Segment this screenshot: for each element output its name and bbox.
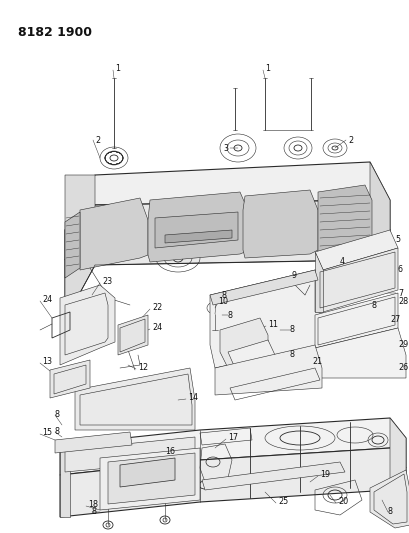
Text: 4: 4 <box>339 257 344 266</box>
Text: 10: 10 <box>218 297 227 306</box>
Polygon shape <box>209 270 317 305</box>
Text: 2: 2 <box>95 135 100 144</box>
Text: 8182 1900: 8182 1900 <box>18 26 92 38</box>
Polygon shape <box>369 162 389 290</box>
Text: 13: 13 <box>42 358 52 367</box>
Polygon shape <box>120 458 175 487</box>
Text: 20: 20 <box>337 497 347 506</box>
Text: 12: 12 <box>138 364 148 373</box>
Text: 19: 19 <box>319 471 329 480</box>
Text: 6: 6 <box>397 265 402 274</box>
Text: 22: 22 <box>152 303 162 312</box>
Text: 23: 23 <box>102 278 112 287</box>
Text: 8: 8 <box>227 311 232 319</box>
Polygon shape <box>100 448 200 510</box>
Text: 5: 5 <box>394 236 399 245</box>
Polygon shape <box>148 192 249 262</box>
Text: 11: 11 <box>267 320 277 329</box>
Polygon shape <box>314 252 322 312</box>
Polygon shape <box>227 340 274 368</box>
Polygon shape <box>50 360 90 398</box>
Polygon shape <box>65 175 95 320</box>
Polygon shape <box>209 270 319 368</box>
Text: 26: 26 <box>397 364 407 373</box>
Text: 24: 24 <box>42 295 52 304</box>
Text: 8: 8 <box>92 507 97 516</box>
Text: 2: 2 <box>347 135 352 144</box>
Text: 28: 28 <box>397 297 407 306</box>
Text: 1: 1 <box>264 63 270 72</box>
Text: 14: 14 <box>188 393 198 402</box>
Polygon shape <box>60 418 405 475</box>
Polygon shape <box>80 198 148 270</box>
Text: 16: 16 <box>164 448 175 456</box>
Polygon shape <box>314 293 397 348</box>
Text: 7: 7 <box>397 288 402 297</box>
Polygon shape <box>60 445 70 517</box>
Text: 18: 18 <box>88 500 98 510</box>
Polygon shape <box>389 418 405 510</box>
Text: 8: 8 <box>221 290 227 300</box>
Text: 8: 8 <box>55 427 60 437</box>
Polygon shape <box>60 448 405 517</box>
Polygon shape <box>60 285 115 365</box>
Polygon shape <box>314 230 397 270</box>
Polygon shape <box>75 368 195 430</box>
Polygon shape <box>314 328 405 378</box>
Text: 17: 17 <box>227 433 238 442</box>
Polygon shape <box>202 462 344 490</box>
Polygon shape <box>65 200 389 320</box>
Text: 9: 9 <box>291 271 297 280</box>
Polygon shape <box>65 437 195 472</box>
Text: 29: 29 <box>397 341 407 350</box>
Text: 8: 8 <box>387 507 392 516</box>
Text: 1: 1 <box>115 63 120 72</box>
Polygon shape <box>65 162 389 260</box>
Text: 8: 8 <box>55 410 60 419</box>
Text: 3: 3 <box>222 143 227 152</box>
Text: 25: 25 <box>277 497 288 506</box>
Text: 8: 8 <box>289 326 294 335</box>
Text: 21: 21 <box>311 358 321 367</box>
Text: 24: 24 <box>152 324 162 333</box>
Polygon shape <box>214 345 321 395</box>
Polygon shape <box>118 315 148 355</box>
Polygon shape <box>55 432 132 453</box>
Text: 27: 27 <box>389 316 399 325</box>
Text: 15: 15 <box>42 429 52 438</box>
Polygon shape <box>108 453 195 504</box>
Polygon shape <box>155 212 237 248</box>
Polygon shape <box>314 248 397 312</box>
Polygon shape <box>243 190 317 258</box>
Polygon shape <box>369 470 409 528</box>
Polygon shape <box>164 230 231 243</box>
Text: 8: 8 <box>371 301 376 310</box>
Polygon shape <box>317 185 371 262</box>
Text: 8: 8 <box>289 351 294 359</box>
Polygon shape <box>65 212 80 278</box>
Polygon shape <box>220 318 267 368</box>
